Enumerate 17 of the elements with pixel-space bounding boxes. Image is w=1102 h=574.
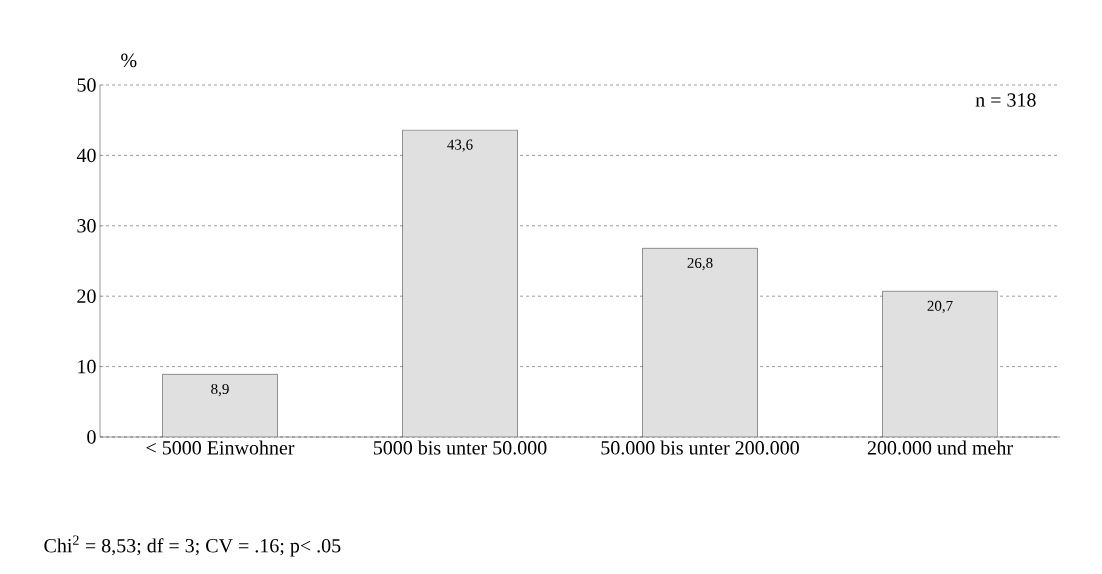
- y-tick-label: 30: [77, 219, 96, 233]
- annotation: n = 318: [975, 93, 1036, 107]
- y-tick-label: 0: [87, 430, 96, 444]
- y-tick-label: 40: [76, 148, 96, 163]
- y-axis-title: %: [121, 53, 137, 68]
- data-label: 20,7: [927, 300, 953, 314]
- y-tick-label: 50: [77, 78, 96, 92]
- data-label: 8,9: [211, 383, 229, 397]
- x-tick-label: 200.000 und mehr: [867, 440, 1013, 455]
- x-tick-label: 5000 bis unter 50.000: [373, 440, 547, 455]
- y-tick-label: 20: [77, 289, 96, 303]
- text: Chi$^{2}$ = 8,53; df = 3; CV = .16; p< .05: [44, 535, 341, 557]
- x-tick-label: 50.000 bis unter 200.000: [601, 440, 799, 455]
- data-label: 43,6: [447, 139, 473, 152]
- y-tick-label: 10: [78, 359, 96, 374]
- data-label: 26,8: [687, 257, 713, 271]
- x-tick-label: < 5000 Einwohner: [146, 440, 295, 455]
